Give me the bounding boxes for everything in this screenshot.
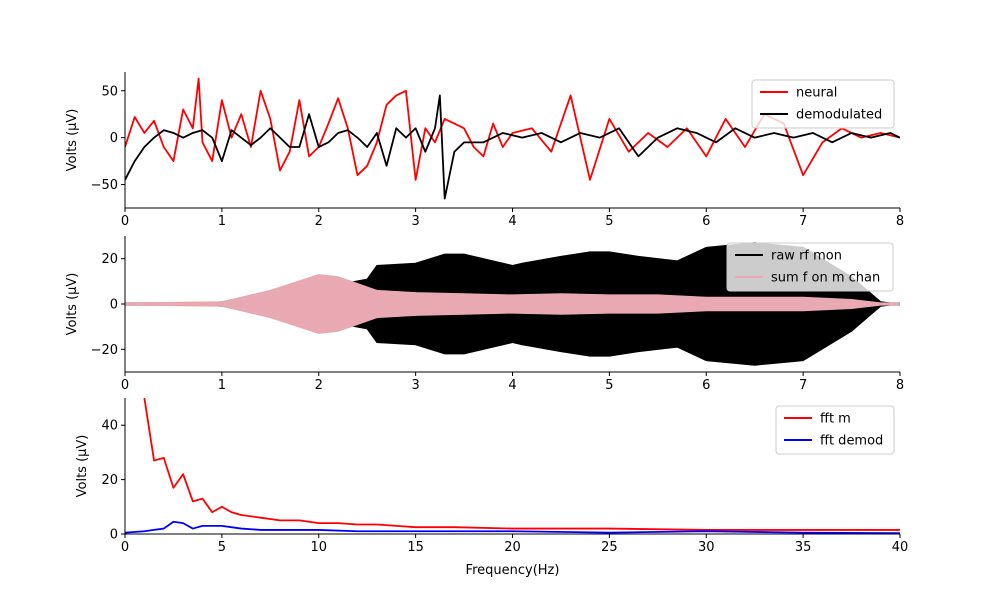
x-tick-label: 8	[896, 214, 904, 229]
x-tick-label: 6	[702, 378, 710, 393]
legend-label: demodulated	[796, 108, 882, 123]
legend: fft m fft demod	[775, 405, 895, 455]
x-tick-label: 25	[601, 540, 618, 555]
x-tick-label: 5	[605, 214, 613, 229]
y-tick-label: 40	[101, 419, 118, 434]
y-tick-label: 50	[101, 84, 118, 99]
x-tick-label: 1	[218, 378, 226, 393]
x-tick-label: 15	[407, 540, 424, 555]
series-demodulated	[125, 94, 900, 200]
x-tick-label: 2	[315, 378, 323, 393]
legend: raw rf mon sum f on m chan	[726, 242, 894, 292]
y-tick-label: 0	[110, 131, 118, 146]
x-tick-label: 7	[799, 378, 807, 393]
x-tick-label: 8	[896, 378, 904, 393]
x-tick-label: 4	[508, 378, 516, 393]
plot-area	[125, 77, 900, 200]
series-fft-m	[143, 398, 900, 531]
plot-area	[125, 398, 900, 534]
y-tick-label: 0	[110, 298, 118, 313]
y-axis-label: Volts (μV)	[65, 273, 80, 336]
x-tick-label: 0	[121, 540, 129, 555]
x-tick-label: 2	[315, 214, 323, 229]
x-tick-label: 7	[799, 214, 807, 229]
y-tick-label: −20	[91, 343, 118, 358]
panel-fft: 0 5 10 15 20 25 30 35 40 0 20 40 Volts (μV) Frequency…	[75, 398, 908, 578]
x-tick-label: 35	[795, 540, 812, 555]
series-neural	[125, 77, 900, 181]
x-tick-label: 20	[504, 540, 521, 555]
envelope-sum-f-on-m-chan	[125, 274, 900, 334]
x-tick-label: 1	[218, 214, 226, 229]
legend: neural demodulated	[751, 79, 895, 129]
legend-label: raw rf mon	[771, 249, 842, 264]
y-tick-label: 20	[101, 252, 118, 267]
y-axis-label: Volts (μV)	[65, 109, 80, 172]
y-tick-label: −50	[91, 178, 118, 193]
legend-label: fft m	[820, 412, 851, 427]
legend-label: sum f on m chan	[771, 271, 880, 286]
y-tick-label: 0	[110, 528, 118, 543]
series-fft-demod	[125, 520, 900, 534]
y-axis-label: Volts (μV)	[75, 435, 90, 498]
legend-label: fft demod	[820, 434, 883, 449]
x-tick-label: 40	[892, 540, 909, 555]
x-tick-label: 3	[411, 214, 419, 229]
x-tick-label: 10	[310, 540, 327, 555]
x-tick-label: 3	[411, 378, 419, 393]
x-tick-label: 4	[508, 214, 516, 229]
legend-label: neural	[796, 86, 837, 101]
x-tick-label: 5	[605, 378, 613, 393]
y-tick-label: 20	[101, 473, 118, 488]
x-tick-label: 0	[121, 378, 129, 393]
panel-neural-demodulated: 0 1 2 3 4 5 6 7 8 −50 0 50 Volts (μV) neural demodulat…	[65, 72, 904, 229]
x-tick-label: 5	[218, 540, 226, 555]
panel-raw-rf-sum: 0 1 2 3 4 5 6 7 8 −20 0 20 Volts (μV) raw rf mon sum f…	[65, 236, 904, 393]
x-axis-label: Frequency(Hz)	[466, 563, 560, 578]
plot-area	[125, 242, 900, 366]
x-tick-label: 6	[702, 214, 710, 229]
x-tick-label: 0	[121, 214, 129, 229]
x-tick-label: 30	[698, 540, 715, 555]
legend-box	[726, 242, 894, 292]
